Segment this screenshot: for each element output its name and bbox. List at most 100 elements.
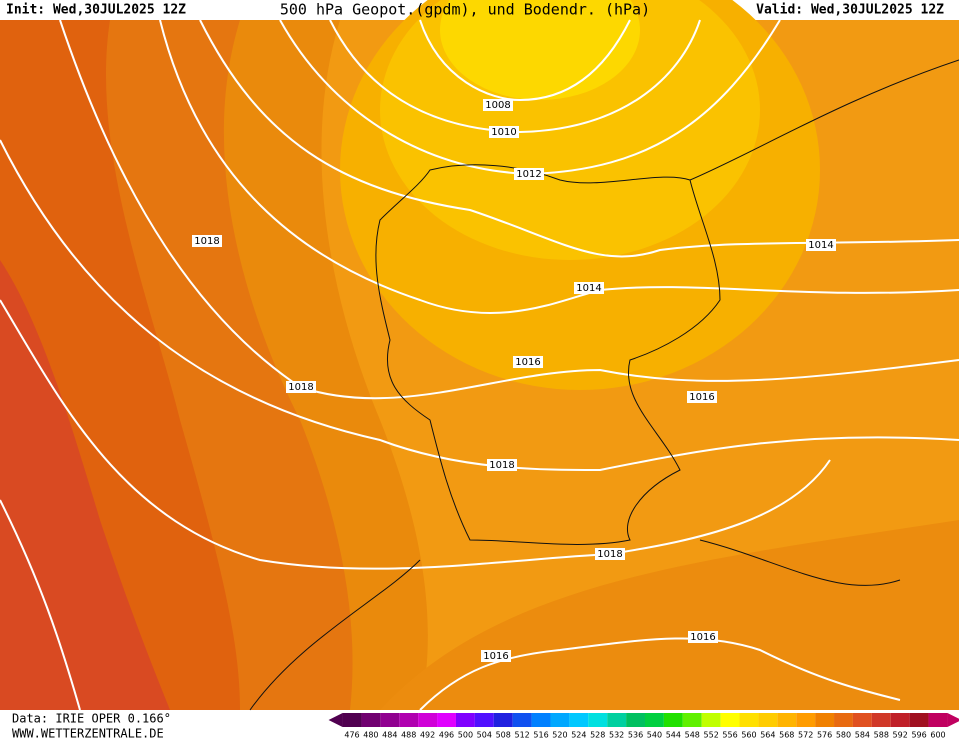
scale-label: 476 [344,731,359,740]
isobar-label: 1010 [491,127,516,138]
scale-box [437,713,456,727]
isobar-label: 1018 [194,236,219,247]
isobar-label-box [483,99,513,111]
isobar-label-box [574,282,604,294]
isobar-label-box [688,631,718,643]
isobar-label: 1008 [485,100,510,111]
scale-label: 524 [571,731,586,740]
isobar-label: 1012 [516,169,541,180]
scale-arrow-right [947,713,959,727]
scale-box [626,713,645,727]
scale-box [607,713,627,727]
scale-label: 576 [817,731,832,740]
scale-box [701,713,721,727]
scale-label: 488 [401,731,416,740]
scale-box [852,713,872,727]
scale-box [512,713,532,727]
scale-label: 484 [382,731,397,740]
scale-label: 480 [363,731,378,740]
scale-label: 544 [666,731,681,740]
scale-box [890,713,910,727]
scale-box [474,713,494,727]
scale-label: 568 [779,731,794,740]
scale-box [871,713,891,727]
scale-box [663,713,683,727]
isobar-label-box [806,239,836,251]
scale-label: 584 [855,731,870,740]
scale-label: 516 [533,731,548,740]
valid-time: Valid: Wed,30JUL2025 12Z [756,3,944,18]
scale-label: 588 [874,731,889,740]
scale-label: 536 [628,731,643,740]
isobar-label-box [513,356,543,368]
isobar-label: 1014 [576,283,601,294]
color-scale: 476 480 484 488 492 496 500 504 508 512 516 520 524 5… [328,713,959,740]
scale-box [682,713,702,727]
scale-box [796,713,816,727]
isobar-label-box [489,126,519,138]
scale-box [928,713,948,727]
scale-label: 492 [420,731,435,740]
scale-box [815,713,835,727]
scale-box [588,713,608,727]
isobar-label: 1018 [288,382,313,393]
scale-label: 548 [685,731,700,740]
scale-box [399,713,419,727]
site: WWW.WETTERZENTRALE.DE [12,727,164,741]
scale-box [645,713,664,727]
isobar-label-box [687,391,717,403]
scale-label: 556 [722,731,737,740]
scale-label: 504 [477,731,492,740]
isobar-label-box [286,381,316,393]
scale-label: 532 [609,731,624,740]
scale-label: 496 [439,731,454,740]
scale-label: 508 [496,731,511,740]
isobar-label-box [487,459,517,471]
scale-box [455,713,475,727]
scale-box [777,713,797,727]
scale-box [418,713,438,727]
scale-box [493,713,513,727]
isobar-label-box [481,650,511,662]
scale-box [342,713,362,727]
scale-label: 520 [552,731,567,740]
scale-box [739,713,759,727]
isobar-label: 1018 [597,549,622,560]
scale-label: 600 [930,731,945,740]
scale-label: 528 [590,731,605,740]
scale-label: 500 [458,731,473,740]
data-source: Data: IRIE OPER 0.166° [12,712,171,726]
scale-box [569,713,589,727]
isobar-label: 1016 [690,632,715,643]
scale-box [758,713,778,727]
scale-label: 540 [647,731,662,740]
isobar-labels: 1008 1010 1012 1018 1014 1014 1016 1018 1016 1018… [192,99,836,662]
isobar-label: 1016 [515,357,540,368]
scale-label: 580 [836,731,851,740]
scale-box [834,713,853,727]
scale-label: 592 [893,731,908,740]
scale-label: 552 [704,731,719,740]
scale-label: 572 [798,731,813,740]
map-title: 500 hPa Geopot.(gpdm), und Bodendr. (hPa… [280,1,650,19]
isobar-label-box [192,235,222,247]
scale-box [550,713,570,727]
scale-box [380,713,400,727]
isobar-label: 1016 [689,392,714,403]
isobar-label: 1014 [808,240,833,251]
borders [249,59,959,711]
map-field [0,0,959,710]
scale-box [909,713,929,727]
scale-box [361,713,381,727]
init-time: Init: Wed,30JUL2025 12Z [6,3,186,18]
isobar-label: 1018 [489,460,514,471]
scale-label: 512 [514,731,529,740]
scale-box [531,713,551,727]
scale-label: 564 [760,731,775,740]
scale-label: 560 [741,731,756,740]
scale-arrow-left [328,713,343,727]
isobar-label-box [514,168,544,180]
isobar-label: 1016 [483,651,508,662]
